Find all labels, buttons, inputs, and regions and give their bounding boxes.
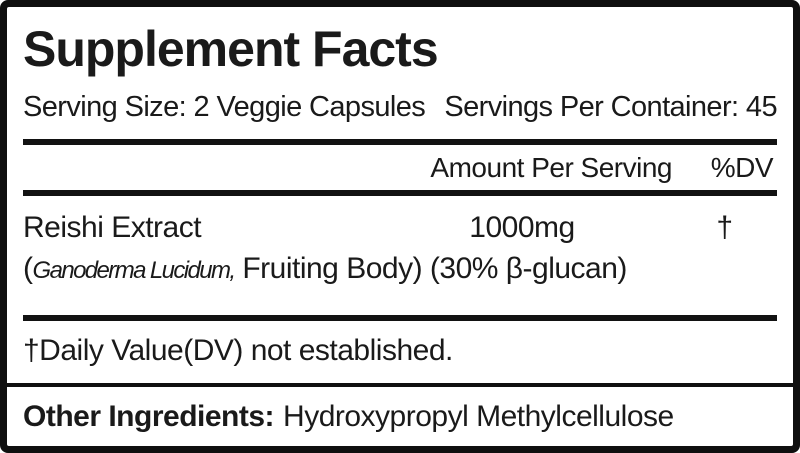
- serving-info-row: Serving Size: 2 Veggie Capsules Servings…: [23, 88, 778, 126]
- thick-rule-header-bottom: [23, 189, 777, 196]
- column-header-dv: %DV: [710, 151, 774, 183]
- column-header-amount-per-serving: Amount Per Serving: [430, 151, 672, 183]
- ingredient-latin-name: Ganoderma Lucidum,: [32, 256, 237, 284]
- label-panel: Supplement Facts Serving Size: 2 Veggie …: [7, 7, 793, 446]
- ingredient-amount: 1000mg: [469, 210, 575, 244]
- other-ingredients-label: Other Ingredients:: [23, 399, 275, 433]
- facts-main-panel: Supplement Facts Serving Size: 2 Veggie …: [7, 7, 793, 383]
- thick-rule-footnote: [23, 314, 777, 321]
- ingredient-detail-line: (Ganoderma Lucidum, Fruiting Body) (30% …: [23, 251, 777, 289]
- thick-rule-top: [23, 138, 777, 145]
- detail-open-paren: (: [23, 251, 33, 285]
- ingredient-row: Reishi Extract 1000mg †: [23, 211, 777, 245]
- servings-per-container-text: Servings Per Container: 45: [444, 90, 777, 123]
- serving-size-text: Serving Size: 2 Veggie Capsules: [23, 90, 426, 123]
- ingredient-detail-rest: Fruiting Body) (30% β-glucan): [234, 251, 627, 285]
- page-title: Supplement Facts: [23, 21, 439, 77]
- daily-value-footnote: †Daily Value(DV) not established.: [23, 333, 453, 367]
- ingredient-dv-dagger: †: [716, 210, 733, 244]
- other-ingredients-section: Other Ingredients: Hydroxypropyl Methylc…: [7, 383, 793, 446]
- facts-header-row: Amount Per Serving %DV: [23, 145, 777, 190]
- other-ingredients-value: Hydroxypropyl Methylcellulose: [283, 399, 674, 433]
- ingredient-name: Reishi Extract: [23, 210, 202, 244]
